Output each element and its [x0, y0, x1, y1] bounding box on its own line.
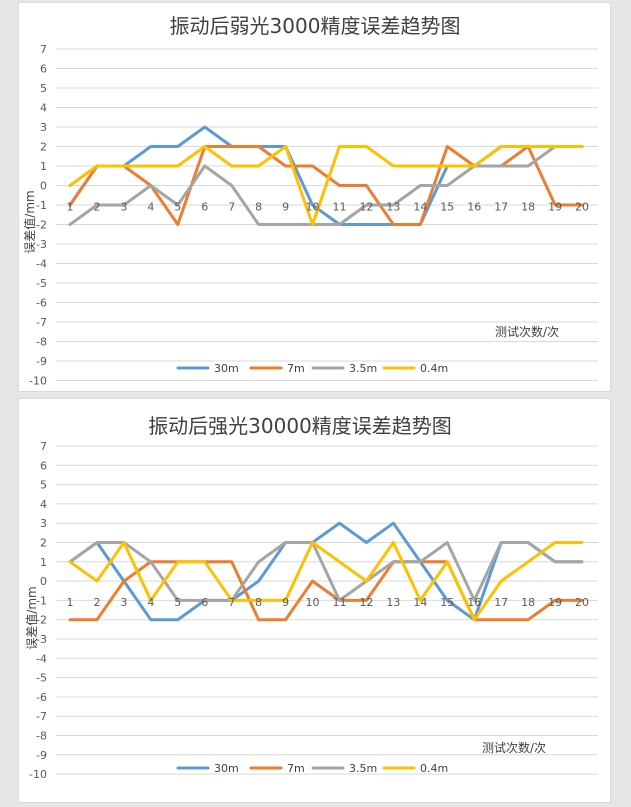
y-tick-label: -1	[36, 594, 47, 607]
x-tick-label: 11	[333, 201, 347, 214]
x-tick-label: 14	[413, 201, 427, 214]
y-tick-label: 4	[40, 102, 47, 115]
y-tick-label: -2	[36, 614, 47, 627]
y-axis-label: 误差值/mm	[24, 586, 39, 649]
y-tick-label: -8	[36, 336, 47, 349]
y-tick-label: -2	[36, 219, 47, 232]
y-tick-label: 5	[40, 82, 47, 95]
series-line-3.5m	[68, 145, 584, 226]
x-tick-label: 2	[93, 596, 100, 609]
x-tick-label: 12	[359, 201, 373, 214]
legend-label: 3.5m	[349, 362, 377, 375]
x-tick-label: 2	[93, 201, 100, 214]
y-tick-label: 3	[40, 517, 47, 530]
y-tick-label: -6	[36, 297, 47, 310]
y-tick-label: 2	[40, 141, 47, 154]
y-tick-label: -9	[36, 355, 47, 368]
y-tick-label: 2	[40, 537, 47, 550]
y-tick-label: -9	[36, 749, 47, 762]
y-tick-label: 1	[40, 556, 47, 569]
series-line-0.4m	[68, 145, 584, 226]
y-tick-label: -3	[36, 633, 47, 646]
x-tick-label: 10	[306, 596, 320, 609]
chart-panel-weak-light	[18, 2, 611, 392]
y-tick-label: -1	[36, 199, 47, 212]
x-tick-label: 19	[548, 201, 562, 214]
legend-label: 30m	[214, 762, 239, 775]
y-tick-label: 0	[40, 575, 47, 588]
x-tick-label: 3	[120, 596, 127, 609]
series-line-0.4m	[68, 541, 584, 622]
chart-title: 振动后强光30000精度误差趋势图	[148, 414, 452, 438]
x-tick-label: 11	[333, 596, 347, 609]
x-tick-label: 16	[467, 201, 481, 214]
x-tick-label: 4	[147, 201, 154, 214]
y-tick-label: 6	[40, 459, 47, 472]
series-line-3.5m	[68, 541, 584, 602]
legend-label: 30m	[214, 362, 239, 375]
y-tick-label: 5	[40, 479, 47, 492]
x-tick-label: 6	[201, 596, 208, 609]
y-tick-label: -4	[36, 258, 47, 271]
chart-1: 76543210-1-2-3-4-5-6-7-8-9-10振动后弱光3000精度…	[22, 14, 598, 388]
x-tick-label: 1	[67, 596, 74, 609]
y-tick-label: -7	[36, 316, 47, 329]
legend-label: 0.4m	[420, 362, 448, 375]
legend-label: 7m	[287, 762, 305, 775]
x-tick-label: 12	[359, 596, 373, 609]
x-axis-label: 测试次数/次	[482, 740, 546, 755]
x-tick-label: 17	[494, 201, 508, 214]
y-tick-label: 0	[40, 180, 47, 193]
x-tick-label: 15	[440, 201, 454, 214]
x-tick-label: 16	[467, 596, 481, 609]
x-tick-label: 4	[147, 596, 154, 609]
x-tick-label: 20	[575, 201, 589, 214]
x-tick-label: 17	[494, 596, 508, 609]
x-tick-label: 15	[440, 596, 454, 609]
y-tick-label: -3	[36, 238, 47, 251]
y-tick-label: -6	[36, 691, 47, 704]
x-tick-label: 10	[306, 201, 320, 214]
x-tick-label: 3	[120, 201, 127, 214]
chart-2: 76543210-1-2-3-4-5-6-7-8-9-10振动后强光30000精…	[24, 414, 598, 781]
series-line-7m	[68, 560, 584, 622]
x-axis-label: 测试次数/次	[495, 324, 559, 339]
x-tick-label: 8	[255, 596, 262, 609]
legend-label: 0.4m	[420, 762, 448, 775]
x-tick-label: 8	[255, 201, 262, 214]
x-tick-label: 1	[67, 201, 74, 214]
y-tick-label: -10	[29, 375, 47, 388]
y-tick-label: 1	[40, 160, 47, 173]
y-tick-label: -4	[36, 652, 47, 665]
legend-label: 7m	[287, 362, 305, 375]
x-tick-label: 14	[413, 596, 427, 609]
chart-title: 振动后弱光3000精度误差趋势图	[170, 14, 461, 38]
y-tick-label: 7	[40, 440, 47, 453]
x-tick-label: 9	[282, 201, 289, 214]
x-tick-label: 6	[201, 201, 208, 214]
y-axis-label: 误差值/mm	[22, 190, 37, 253]
legend-label: 3.5m	[349, 762, 377, 775]
x-tick-label: 18	[521, 596, 535, 609]
x-tick-label: 5	[174, 201, 181, 214]
x-tick-label: 9	[282, 596, 289, 609]
y-tick-label: 6	[40, 63, 47, 76]
y-tick-label: 3	[40, 121, 47, 134]
x-tick-label: 7	[228, 201, 235, 214]
y-tick-label: -8	[36, 730, 47, 743]
x-tick-label: 20	[575, 596, 589, 609]
y-tick-label: -5	[36, 277, 47, 290]
x-tick-label: 5	[174, 596, 181, 609]
y-tick-label: -7	[36, 710, 47, 723]
x-tick-label: 13	[386, 201, 400, 214]
y-tick-label: 4	[40, 498, 47, 511]
y-tick-label: 7	[40, 43, 47, 56]
y-tick-label: -10	[29, 768, 47, 781]
y-tick-label: -5	[36, 672, 47, 685]
x-tick-label: 13	[386, 596, 400, 609]
x-tick-label: 19	[548, 596, 562, 609]
x-tick-label: 18	[521, 201, 535, 214]
x-tick-label: 7	[228, 596, 235, 609]
